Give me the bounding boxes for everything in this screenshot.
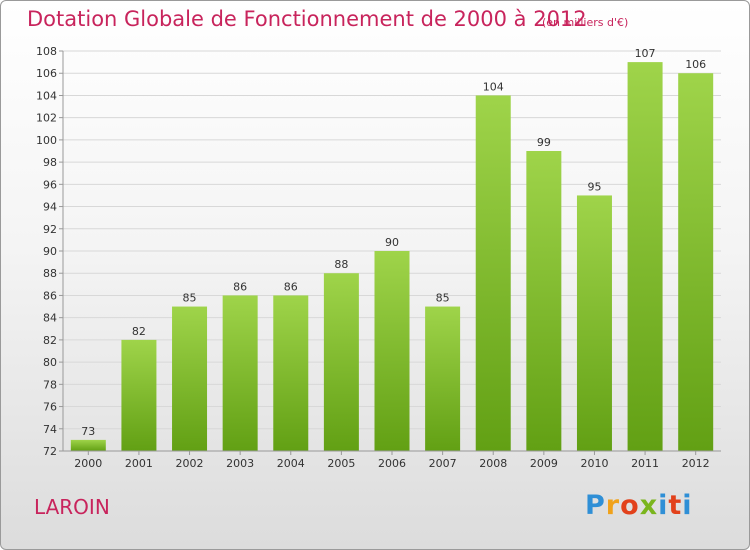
x-tick-label: 2008 xyxy=(479,457,507,470)
axes: 72 74 76 78 80 82 84 86 88 90 92 94 96 98 100 102 104 106… xyxy=(36,45,721,470)
logo-letter: o xyxy=(620,490,640,521)
x-tick-label: 2009 xyxy=(530,457,558,470)
value-label: 88 xyxy=(334,258,348,271)
bar xyxy=(526,151,562,451)
value-label: 86 xyxy=(284,280,298,293)
x-tick-label: 2012 xyxy=(682,457,710,470)
x-tick-label: 2005 xyxy=(327,457,355,470)
logo-letter: i xyxy=(658,490,669,521)
y-tick-label: 86 xyxy=(43,289,57,302)
value-label: 85 xyxy=(183,292,197,305)
bar xyxy=(678,73,714,451)
chart-title: Dotation Globale de Fonctionnement de 20… xyxy=(27,7,587,31)
bar xyxy=(323,273,359,451)
value-label: 107 xyxy=(635,47,656,60)
x-tick-label: 2010 xyxy=(580,457,608,470)
x-tick-label: 2002 xyxy=(176,457,204,470)
bar xyxy=(172,306,208,451)
bar xyxy=(425,306,461,451)
y-tick-label: 92 xyxy=(43,223,57,236)
y-tick-label: 80 xyxy=(43,356,57,369)
x-tick-label: 2006 xyxy=(378,457,406,470)
y-tick-label: 72 xyxy=(43,445,57,458)
x-tick-label: 2004 xyxy=(277,457,305,470)
y-tick-label: 78 xyxy=(43,378,57,391)
y-tick-label: 76 xyxy=(43,401,57,414)
y-tick-label: 82 xyxy=(43,334,57,347)
value-label: 99 xyxy=(537,136,551,149)
value-label: 95 xyxy=(587,180,601,193)
logo-letter: t xyxy=(668,490,683,521)
bar xyxy=(121,339,157,451)
y-tick-label: 90 xyxy=(43,245,57,258)
logo-letter: x xyxy=(639,490,659,521)
y-tick-label: 104 xyxy=(36,89,57,102)
logo-letter: r xyxy=(605,490,621,521)
x-tick-label: 2000 xyxy=(74,457,102,470)
bar xyxy=(222,295,258,451)
chart-subtitle: (en milliers d'€) xyxy=(542,16,629,29)
logo-letter: i xyxy=(682,490,693,521)
y-tick-label: 108 xyxy=(36,45,57,58)
y-tick-label: 102 xyxy=(36,112,57,125)
y-tick-label: 88 xyxy=(43,267,57,280)
bar xyxy=(374,251,410,451)
bar xyxy=(627,62,663,451)
y-tick-label: 94 xyxy=(43,201,57,214)
value-label: 90 xyxy=(385,236,399,249)
bar xyxy=(70,439,106,451)
bar xyxy=(273,295,309,451)
commune-name: LAROIN xyxy=(34,495,110,519)
proxiti-logo[interactable]: Proxiti xyxy=(585,490,693,521)
bar xyxy=(475,95,511,451)
x-tick-label: 2011 xyxy=(631,457,659,470)
bars: 73 82 85 86 86 88 90 85 104 99 95 107 106 xyxy=(70,47,714,451)
value-label: 82 xyxy=(132,325,146,338)
x-tick-label: 2007 xyxy=(429,457,457,470)
value-label: 106 xyxy=(685,58,706,71)
value-label: 86 xyxy=(233,280,247,293)
bar xyxy=(576,195,612,451)
y-tick-label: 84 xyxy=(43,312,57,325)
value-label: 73 xyxy=(81,425,95,438)
logo-letter: P xyxy=(585,490,606,521)
y-tick-label: 98 xyxy=(43,156,57,169)
y-tick-label: 106 xyxy=(36,67,57,80)
value-label: 104 xyxy=(483,80,504,93)
x-tick-label: 2003 xyxy=(226,457,254,470)
y-tick-label: 100 xyxy=(36,134,57,147)
y-tick-label: 96 xyxy=(43,178,57,191)
x-tick-label: 2001 xyxy=(125,457,153,470)
value-label: 85 xyxy=(436,292,450,305)
y-tick-label: 74 xyxy=(43,423,57,436)
